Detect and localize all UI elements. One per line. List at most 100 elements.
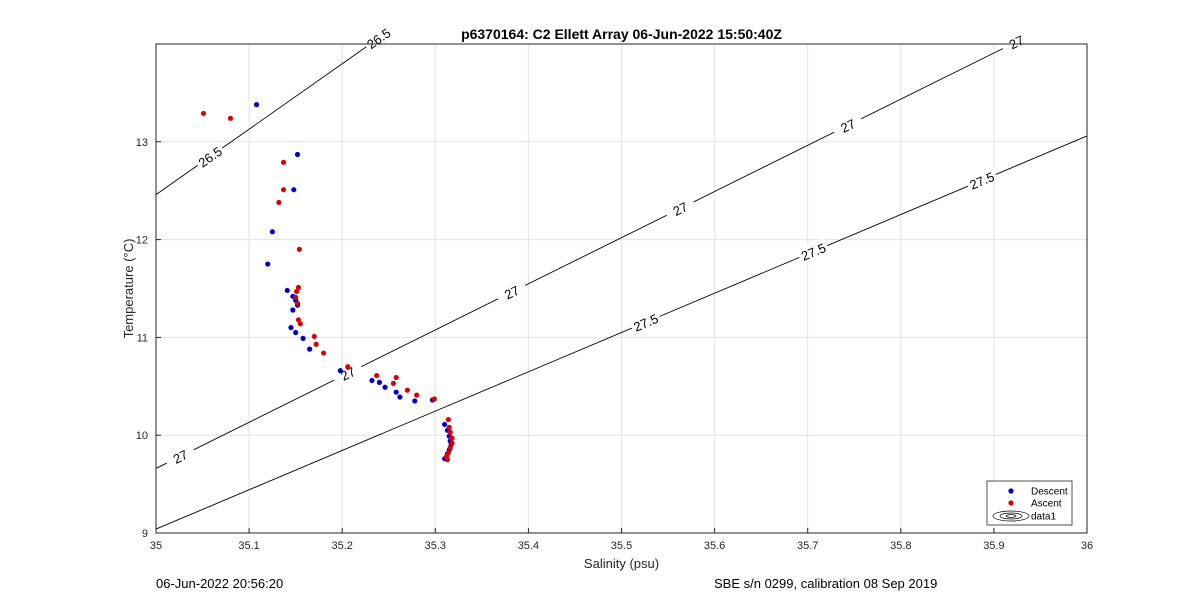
ascent-point bbox=[446, 424, 452, 430]
legend-marker bbox=[1008, 488, 1014, 494]
y-axis-label: Temperature (°C) bbox=[121, 239, 136, 339]
contour-label: 27 bbox=[502, 283, 522, 303]
y-tick-label: 13 bbox=[136, 137, 148, 149]
contour-label: 27.5 bbox=[799, 240, 828, 264]
contour-label-bg bbox=[330, 359, 365, 388]
contour-label-group: 26.5 bbox=[193, 141, 227, 172]
descent-point bbox=[442, 421, 448, 428]
contour-label-bg bbox=[964, 167, 999, 194]
ascent-point bbox=[200, 110, 207, 117]
contour-label-group: 27 bbox=[163, 442, 198, 471]
contour-label-bg bbox=[361, 23, 396, 54]
ascent-point bbox=[280, 159, 287, 165]
footer-calibration: SBE s/n 0299, calibration 08 Sep 2019 bbox=[714, 576, 938, 591]
ascent-point bbox=[447, 429, 453, 435]
ascent-point bbox=[295, 284, 302, 291]
ascent-point bbox=[445, 416, 451, 423]
chart-title: p6370164: C2 Ellett Array 06-Jun-2022 15… bbox=[461, 26, 782, 42]
x-tick-label: 35.7 bbox=[797, 540, 818, 552]
x-tick-label: 35.4 bbox=[518, 540, 539, 552]
descent-point bbox=[382, 384, 388, 390]
ascent-point bbox=[320, 350, 327, 356]
contour-label: 27 bbox=[838, 116, 858, 136]
x-tick-label: 35.5 bbox=[611, 540, 632, 552]
contour-label-bg bbox=[663, 194, 698, 223]
contour-label-group: 27 bbox=[663, 194, 698, 223]
ascent-point bbox=[297, 321, 303, 327]
y-tick-label: 11 bbox=[137, 332, 148, 344]
y-tick-label: 10 bbox=[136, 430, 148, 442]
contour-label-bg bbox=[999, 28, 1034, 56]
contour-label: 27 bbox=[671, 199, 691, 219]
descent-point bbox=[291, 187, 297, 193]
ascent-point bbox=[276, 199, 282, 206]
x-tick-label: 35.2 bbox=[331, 540, 352, 552]
contour-label: 27 bbox=[338, 364, 358, 384]
contour-label-group: 27.5 bbox=[628, 309, 663, 336]
footer-timestamp: 06-Jun-2022 20:56:20 bbox=[156, 576, 284, 591]
descent-point bbox=[369, 377, 375, 384]
density-contour-27 bbox=[155, 43, 1013, 469]
contour-label-group: 27 bbox=[999, 28, 1034, 56]
contour-label-group: 27.5 bbox=[796, 238, 831, 265]
ascent-point bbox=[345, 364, 351, 370]
ascent-point bbox=[444, 457, 451, 463]
ascent-point bbox=[431, 396, 437, 402]
density-contour-26.5 bbox=[155, 43, 371, 195]
x-tick-label: 36 bbox=[1081, 540, 1093, 552]
descent-point bbox=[288, 325, 294, 331]
ascent-point bbox=[414, 392, 420, 398]
legend-contour-icon bbox=[992, 510, 1030, 522]
ascent-point bbox=[296, 246, 302, 252]
ascent-point bbox=[449, 440, 455, 446]
legend-label: Descent bbox=[1031, 487, 1068, 498]
legend-contour-icon bbox=[999, 512, 1023, 520]
x-tick-label: 35.3 bbox=[425, 540, 446, 552]
contour-label-group: 27 bbox=[330, 359, 365, 388]
ascent-point bbox=[393, 374, 399, 381]
legend-contour-icon bbox=[1005, 514, 1017, 518]
y-tick-label: 12 bbox=[136, 235, 148, 247]
descent-point bbox=[376, 379, 383, 385]
contour-label-bg bbox=[494, 278, 529, 306]
y-tick-label: 9 bbox=[142, 528, 148, 540]
ascent-point bbox=[445, 450, 451, 456]
contour-label-bg bbox=[163, 442, 198, 471]
descent-point bbox=[397, 394, 403, 400]
ascent-point bbox=[311, 333, 317, 340]
contour-label: 27 bbox=[1007, 32, 1027, 52]
ascent-point bbox=[390, 380, 397, 386]
contour-label: 27.5 bbox=[967, 169, 996, 193]
legend-marker bbox=[1008, 500, 1014, 506]
ascent-point bbox=[280, 187, 287, 193]
x-tick-label: 35.1 bbox=[238, 540, 259, 552]
x-axis-label: Salinity (psu) bbox=[584, 556, 659, 571]
data-points bbox=[200, 102, 455, 463]
contour-label: 27.5 bbox=[631, 311, 660, 335]
legend-label: Ascent bbox=[1031, 499, 1062, 510]
grid-lines bbox=[155, 44, 1088, 534]
descent-point bbox=[300, 335, 306, 341]
ascent-point bbox=[294, 300, 301, 306]
ascent-point bbox=[313, 341, 319, 347]
contour-label: 27 bbox=[171, 447, 191, 467]
ascent-point bbox=[293, 294, 299, 300]
descent-point bbox=[337, 368, 343, 374]
ascent-point bbox=[295, 317, 302, 323]
ascent-point bbox=[449, 435, 455, 441]
contour-label-group: 26.5 bbox=[361, 23, 396, 54]
x-tick-label: 35.6 bbox=[704, 540, 725, 552]
axis-ticks: 35 35.1 35.2 35.3 35.4 35.5 35.6 35.7 35.8 35.9 36… bbox=[136, 137, 1093, 552]
x-tick-label: 35 bbox=[150, 540, 162, 552]
contour-label-group: 27 bbox=[830, 111, 865, 140]
contour-label-bg bbox=[193, 141, 227, 172]
contour-label-bg bbox=[796, 238, 831, 265]
descent-point bbox=[293, 329, 299, 336]
ascent-point bbox=[374, 372, 380, 379]
descent-point bbox=[290, 307, 296, 313]
descent-point bbox=[284, 287, 290, 294]
descent-point bbox=[265, 261, 271, 267]
density-contour-27.5 bbox=[155, 135, 1088, 530]
ascent-point bbox=[447, 445, 453, 451]
